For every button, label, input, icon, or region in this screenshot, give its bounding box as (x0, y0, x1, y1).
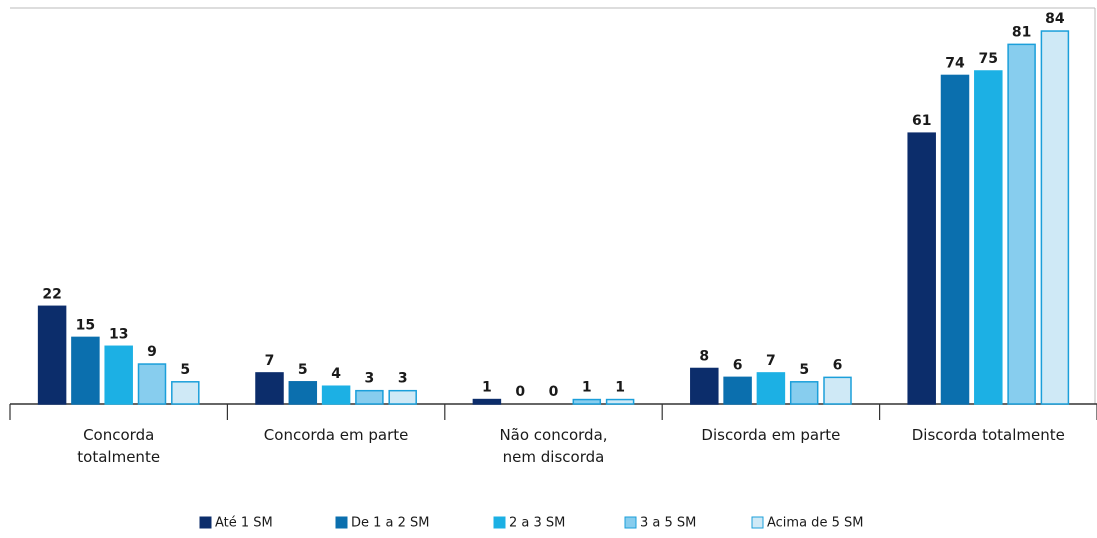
legend-swatch (751, 516, 764, 529)
value-label: 7 (265, 353, 275, 369)
value-label: 22 (42, 286, 61, 302)
value-label: 8 (699, 348, 709, 364)
value-label: 74 (945, 55, 965, 71)
legend-label: Acima de 5 SM (767, 516, 863, 531)
bar (572, 398, 602, 405)
bar (907, 132, 936, 405)
value-label: 84 (1045, 11, 1065, 27)
value-label: 5 (298, 362, 308, 378)
bar (472, 398, 502, 405)
value-label: 81 (1012, 24, 1031, 40)
bar (756, 372, 786, 405)
bar (288, 381, 318, 405)
bar (137, 363, 167, 405)
value-label: 0 (549, 384, 559, 400)
value-label: 5 (799, 362, 809, 378)
bar (1040, 30, 1070, 405)
x-tick-label: Discorda em parte (701, 426, 841, 444)
value-label: 3 (365, 371, 375, 387)
value-label: 7 (766, 353, 776, 369)
legend-swatch (199, 516, 212, 529)
bar (321, 385, 351, 405)
legend-swatch (493, 516, 506, 529)
value-label: 6 (733, 357, 743, 373)
bar (940, 74, 970, 405)
value-label: 1 (482, 380, 492, 396)
value-label: 5 (180, 362, 190, 378)
bar (171, 381, 200, 405)
value-label: 1 (615, 380, 625, 396)
value-label: 6 (833, 357, 843, 373)
x-tick-label: Não concorda, nem discorda (499, 426, 608, 466)
bar (690, 367, 719, 405)
bar (71, 336, 100, 405)
value-label: 15 (76, 317, 95, 333)
bar (388, 389, 417, 405)
legend-label: De 1 a 2 SM (351, 516, 430, 531)
value-label: 0 (515, 384, 525, 400)
legend-swatch (624, 516, 637, 529)
bar (37, 305, 67, 405)
bar (723, 376, 752, 405)
bar (974, 70, 1003, 405)
legend-label: 3 a 5 SM (640, 516, 696, 531)
bar (355, 389, 384, 405)
value-label: 1 (582, 380, 592, 396)
value-label: 61 (912, 113, 931, 129)
value-label: 75 (979, 51, 998, 67)
x-tick-label: Concorda em parte (263, 426, 409, 444)
bar (1007, 43, 1036, 405)
legend-label: Até 1 SM (215, 516, 273, 531)
value-label: 9 (147, 344, 157, 360)
value-label: 13 (109, 326, 128, 342)
bar (789, 381, 819, 405)
bar (104, 345, 133, 405)
value-label: 4 (331, 366, 341, 382)
x-tick-label: Concorda totalmente (77, 426, 161, 466)
legend-label: 2 a 3 SM (509, 516, 565, 531)
bar (605, 398, 635, 405)
value-label: 3 (398, 371, 408, 387)
x-tick-label: Discorda totalmente (911, 426, 1065, 444)
bar (255, 372, 284, 405)
bar (823, 376, 852, 405)
legend-swatch (335, 516, 348, 529)
